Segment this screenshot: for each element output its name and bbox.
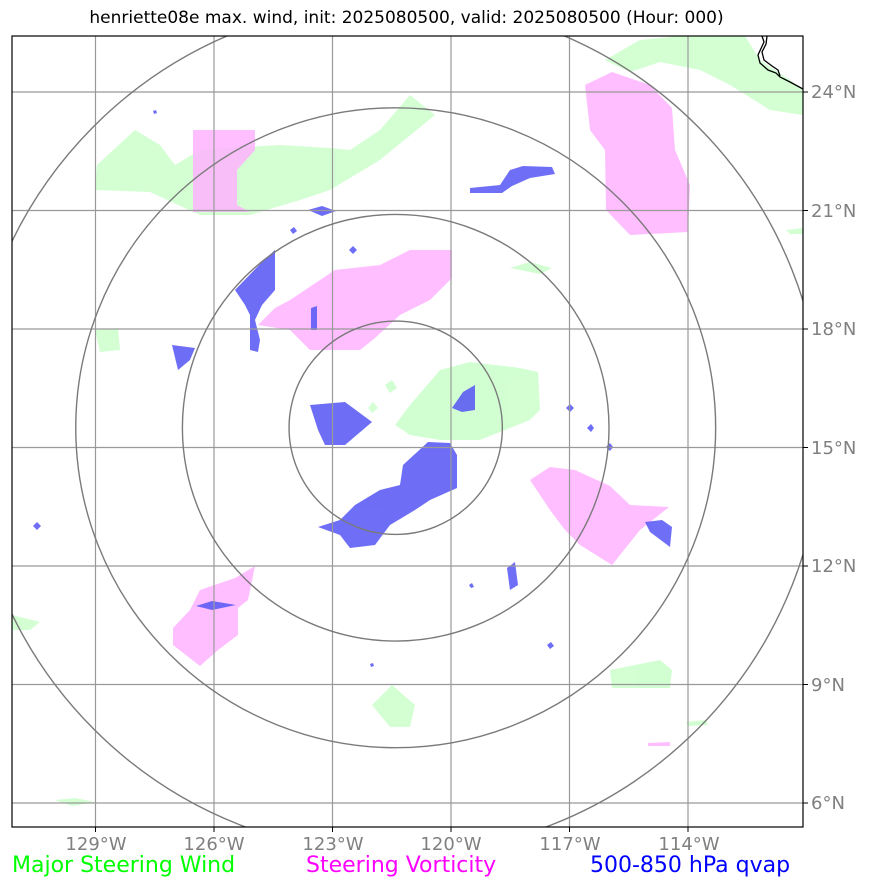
wind-area [55,798,95,806]
vorticity-area [585,72,690,235]
wind-area [95,328,120,352]
range-rings [12,36,803,827]
wind-area [610,660,672,688]
lat-label-6n: 6°N [811,793,845,814]
lat-lon-grid [12,36,803,827]
map-title: henriette08e max. wind, init: 2025080500… [89,8,724,28]
qvap-area [235,250,275,352]
range-ring [75,107,717,749]
qvap-area [290,227,297,234]
qvap-area [507,562,518,590]
wind-area [12,615,40,630]
range-ring [288,320,504,536]
legend-major-steering-wind: Major Steering Wind [12,853,236,878]
qvap-area [645,520,672,547]
wind-area [605,36,803,115]
map-frame [11,35,804,828]
qvap-area [407,461,417,471]
wind-area [368,402,378,413]
qvap-area [196,601,236,610]
vorticity-area [258,250,452,350]
qvap-area [587,424,594,432]
wind-area [372,685,415,727]
steering-vorticity-layer [173,72,690,746]
vorticity-area [530,467,669,565]
lon-label-120w: 120°W [420,834,481,855]
wind-area [95,95,435,215]
lon-label-117w: 117°W [539,834,600,855]
qvap-area [452,385,475,412]
wind-area [510,262,552,274]
coastline [757,36,803,90]
qvap-area [172,345,195,370]
qvap-area [311,306,317,330]
qvap-area [318,442,457,548]
lat-label-12n: 12°N [811,556,856,577]
qvap-layer [33,110,672,667]
lon-label-126w: 126°W [183,834,244,855]
qvap-area [370,663,374,667]
range-ring [181,213,610,642]
lon-label-123w: 123°W [302,834,363,855]
qvap-area [349,246,357,254]
qvap-area [469,583,474,588]
lat-label-24n: 24°N [811,82,856,103]
qvap-area [310,402,372,445]
steering-wind-layer [12,36,803,806]
lon-label-129w: 129°W [65,834,126,855]
vorticity-area [648,742,670,746]
legend-steering-vorticity: Steering Vorticity [306,853,497,878]
wind-area [385,380,397,393]
axis-ticks [95,91,808,832]
wind-area [786,228,803,234]
lon-label-114w: 114°W [658,834,719,855]
coastline-baja-inner [761,36,781,77]
lat-label-21n: 21°N [811,201,856,222]
coastline-baja [757,36,803,90]
lon-labels: 129°W 126°W 123°W 120°W 117°W 114°W [65,834,719,855]
qvap-area [153,110,157,114]
lat-label-9n: 9°N [811,675,845,696]
qvap-area [470,166,555,193]
lat-labels: 24°N 21°N 18°N 15°N 12°N 9°N 6°N [811,82,856,814]
legend-qvap: 500-850 hPa qvap [590,853,791,878]
lat-label-18n: 18°N [811,319,856,340]
vorticity-area [193,130,255,212]
qvap-area [547,642,554,649]
lat-label-15n: 15°N [811,438,856,459]
qvap-area [33,522,41,530]
